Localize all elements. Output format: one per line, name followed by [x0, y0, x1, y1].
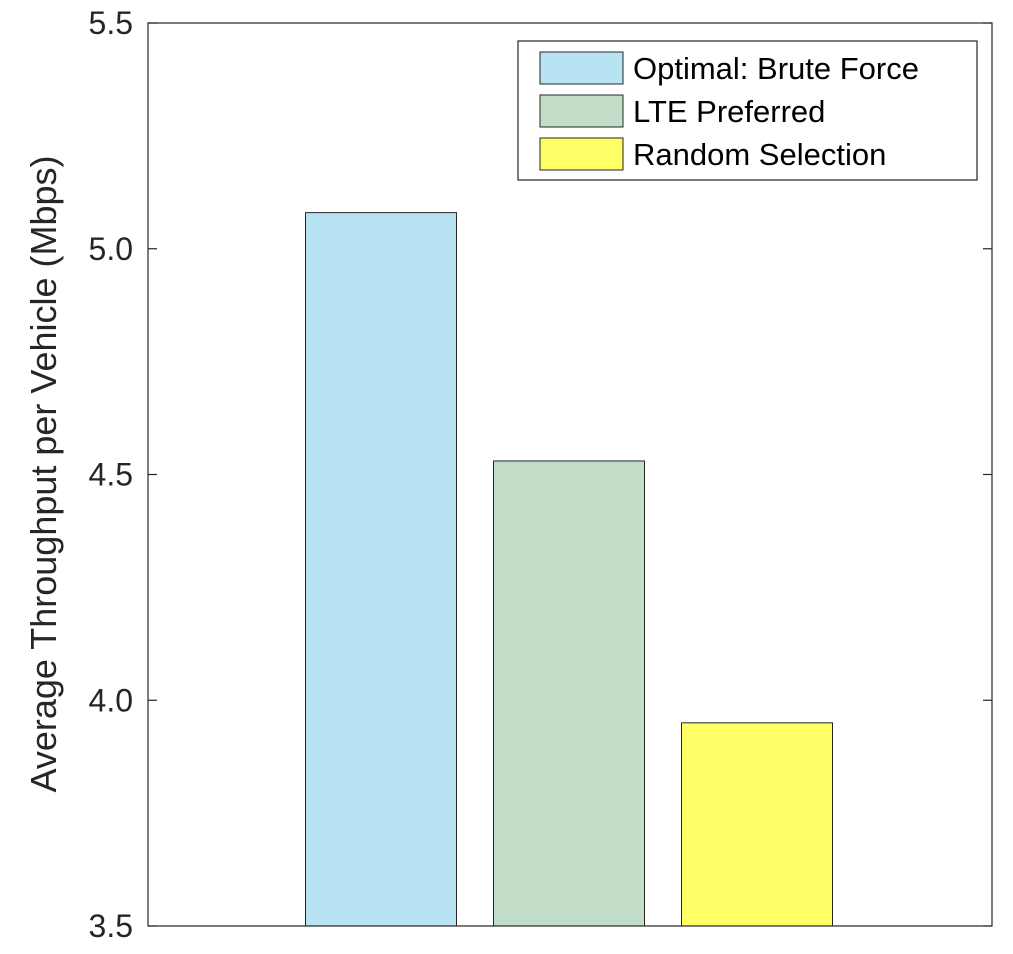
legend-label: LTE Preferred — [633, 94, 825, 129]
y-axis-label: Average Throughput per Vehicle (Mbps) — [23, 155, 64, 792]
y-axis: 3.5 4.0 4.5 5.0 5.5 — [89, 5, 992, 944]
bar-1 — [305, 212, 457, 927]
legend-swatch — [539, 137, 624, 171]
y-tick-label: 3.5 — [89, 908, 133, 944]
bars-group — [305, 212, 833, 927]
legend-label: Random Selection — [633, 137, 886, 172]
y-tick-label: 5.0 — [89, 231, 133, 267]
bar-2 — [493, 460, 645, 927]
legend-swatch — [539, 94, 624, 128]
legend: Optimal: Brute Force LTE Preferred Random … — [517, 40, 978, 181]
legend-swatch — [539, 51, 624, 85]
bar-3 — [681, 722, 833, 927]
y-tick-label: 4.0 — [89, 682, 133, 718]
y-tick-label: 5.5 — [89, 5, 133, 41]
y-tick-label: 4.5 — [89, 457, 133, 493]
legend-label: Optimal: Brute Force — [633, 51, 919, 86]
